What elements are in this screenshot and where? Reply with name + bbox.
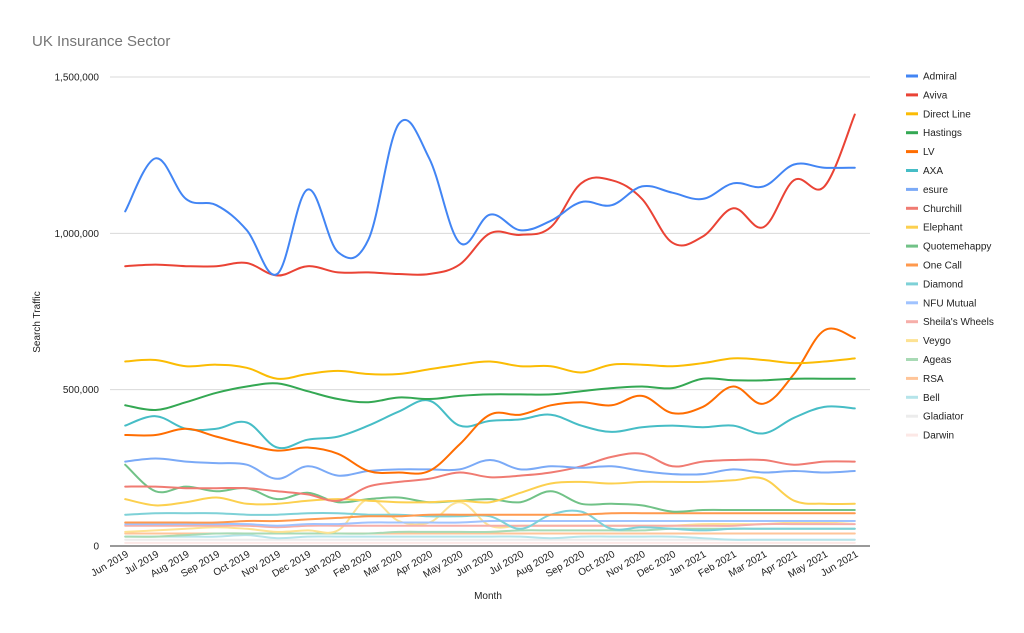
legend-label: Diamond [923,279,963,290]
y-tick-label: 0 [93,542,99,553]
legend: Admiral Aviva Direct Line Hastings LV AXA esur… [906,72,994,442]
series-line-axa [124,399,856,450]
legend-label: Aviva [923,90,948,101]
series-line-diamond [124,509,856,532]
series-line-hastings [124,377,856,412]
series-line-aviva [124,113,856,277]
legend-label: Direct Line [923,109,971,120]
legend-item-aviva: Aviva [906,90,948,101]
series-lines [124,113,856,544]
legend-label: Hastings [923,128,962,139]
legend-item-one-call: One Call [906,261,962,272]
series-line-sheila-s-wheels [124,522,856,529]
legend-label: Admiral [923,72,957,83]
legend-label: One Call [923,261,962,272]
legend-label: Ageas [923,355,951,366]
series-line-lv [124,327,856,475]
series-line-churchill [124,452,856,502]
series-line-bell [124,534,856,541]
legend-item-veygo: Veygo [906,336,951,347]
series-line-direct-line [124,357,856,380]
legend-item-admiral: Admiral [906,72,957,83]
legend-item-rsa: RSA [906,374,944,385]
legend-label: LV [923,147,935,158]
legend-label: AXA [923,166,943,177]
series-line-nfu-mutual [124,519,856,527]
y-axis-title: Search Traffic [32,291,43,353]
legend-item-axa: AXA [906,166,943,177]
y-tick-label: 500,000 [63,385,100,396]
legend-item-diamond: Diamond [906,279,963,290]
legend-item-bell: Bell [906,393,940,404]
legend-label: Quotemehappy [923,242,991,253]
series-line-elephant [124,476,856,507]
legend-item-churchill: Churchill [906,204,962,215]
legend-label: Sheila's Wheels [923,317,994,328]
legend-item-ageas: Ageas [906,355,951,366]
legend-item-quotemehappy: Quotemehappy [906,242,991,253]
legend-label: RSA [923,374,944,385]
legend-item-gladiator: Gladiator [906,412,964,423]
series-line-esure [124,457,856,480]
legend-item-nfu-mutual: NFU Mutual [906,298,976,309]
series-line-one-call [124,512,856,524]
legend-label: Gladiator [923,412,964,423]
legend-item-direct-line: Direct Line [906,109,971,120]
legend-item-hastings: Hastings [906,128,962,139]
legend-item-esure: esure [906,185,948,196]
legend-label: Elephant [923,223,963,234]
x-axis-title: Month [474,591,502,602]
y-tick-label: 1,000,000 [55,229,100,240]
series-line-admiral [124,118,856,276]
chart-title: UK Insurance Sector [32,33,170,50]
legend-label: Churchill [923,204,962,215]
legend-label: esure [923,185,948,196]
legend-item-darwin: Darwin [906,431,954,442]
legend-label: Darwin [923,431,954,442]
y-tick-label: 1,500,000 [55,73,100,84]
legend-item-lv: LV [906,147,935,158]
legend-label: Bell [923,393,940,404]
legend-label: NFU Mutual [923,298,976,309]
legend-item-sheila-s-wheels: Sheila's Wheels [906,317,994,328]
y-axis-ticks: 0 500,000 1,000,000 1,500,000 [55,73,100,553]
legend-item-elephant: Elephant [906,223,963,234]
legend-label: Veygo [923,336,951,347]
